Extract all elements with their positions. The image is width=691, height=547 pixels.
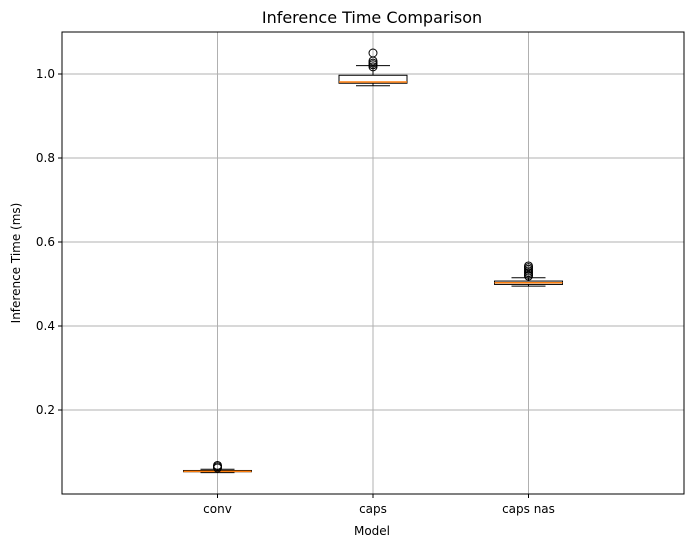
flier-point	[368, 62, 378, 72]
y-tick-label: 0.2	[36, 403, 55, 417]
flier-point	[524, 261, 533, 271]
chart-title: Inference Time Comparison	[262, 8, 482, 27]
box-group	[494, 261, 563, 287]
y-axis-ticks: 0.2 0.4 0.6 0.8 1.0	[36, 67, 62, 417]
boxes	[183, 48, 563, 474]
y-axis-label: Inference Time (ms)	[9, 203, 23, 324]
flier-point	[368, 58, 378, 68]
x-tick-label: caps	[359, 502, 387, 516]
x-tick-label: caps nas	[502, 502, 555, 516]
box-body	[338, 74, 408, 84]
box-group	[338, 48, 408, 87]
x-tick-label: conv	[203, 502, 232, 516]
y-tick-label: 0.8	[36, 151, 55, 165]
grid	[62, 32, 684, 494]
box-group	[183, 460, 252, 474]
flier-point	[368, 48, 378, 58]
y-tick-label: 1.0	[36, 67, 55, 81]
x-axis-label: Model	[354, 524, 390, 538]
y-tick-label: 0.4	[36, 319, 55, 333]
flier-point	[213, 460, 222, 470]
x-axis-ticks: conv caps caps nas	[203, 494, 555, 516]
y-tick-label: 0.6	[36, 235, 55, 249]
